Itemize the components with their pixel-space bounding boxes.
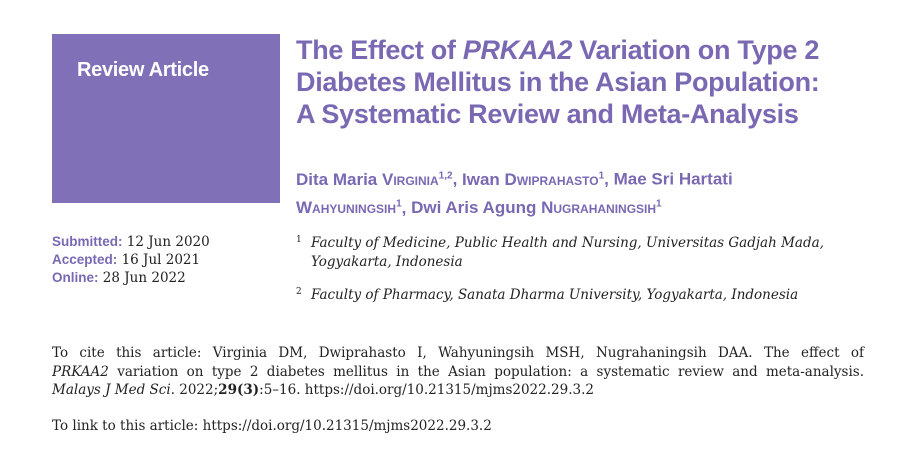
- publication-dates: Submitted: 12 Jun 2020 Accepted: 16 Jul …: [52, 233, 210, 287]
- author-wahyuningsih-first: Mae Sri Hartati: [613, 169, 733, 189]
- citation-block: To cite this article: Virginia DM, Dwipr…: [52, 344, 864, 400]
- author-row-2: Wahyuningsih1, Dwi Aris Agung Nugrahanin…: [296, 198, 662, 218]
- author-dwiprahasto: Iwan Dwiprahasto1: [462, 170, 604, 189]
- title-line-3: A Systematic Review and Meta-Analysis: [296, 99, 799, 129]
- title-line-1: The Effect of PRKAA2 Variation on Type 2: [296, 34, 896, 66]
- citation-line-3: Malays J Med Sci. 2022;29(3):5–16. https…: [52, 381, 864, 400]
- affiliation-1: 1 Faculty of Medicine, Public Health and…: [296, 234, 896, 271]
- author-last-name: Dwiprahasto: [504, 169, 599, 189]
- title-gene-name: PRKAA2: [462, 35, 573, 65]
- author-first-name: Dwi Aris Agung: [411, 198, 542, 218]
- citation-year: . 2022;: [170, 382, 219, 398]
- article-type-badge: Review Article: [52, 34, 280, 203]
- citation-title-text: variation on type 2 diabetes mellitus in…: [108, 363, 864, 380]
- article-title: The Effect of PRKAA2 Variation on Type 2…: [296, 34, 896, 130]
- submitted-label: Submitted:: [52, 234, 123, 249]
- author-virginia: Dita Maria Virginia1,2: [296, 170, 453, 189]
- submitted-date: Submitted: 12 Jun 2020: [52, 233, 210, 251]
- citation-gene-name: PRKAA2: [52, 363, 109, 380]
- author-last-name: Nugrahaningsih: [541, 198, 657, 218]
- affiliation-line: Faculty of Medicine, Public Health and N…: [311, 235, 824, 251]
- citation-line-2: PRKAA2 variation on type 2 diabetes mell…: [52, 363, 864, 382]
- badge-review-text: Review: [77, 59, 149, 81]
- affiliation-line: Yogyakarta, Indonesia: [311, 253, 463, 270]
- author-affiliation-sup: 1: [598, 170, 605, 181]
- citation-line-1: To cite this article: Virginia DM, Dwipr…: [52, 345, 864, 361]
- author-list: Dita Maria Virginia1,2, Iwan Dwiprahasto…: [296, 163, 896, 220]
- accepted-date: Accepted: 16 Jul 2021: [52, 251, 210, 269]
- affiliation-2: 2 Faculty of Pharmacy, Sanata Dharma Uni…: [296, 286, 896, 305]
- title-line-2: Diabetes Mellitus in the Asian Populatio…: [296, 67, 820, 97]
- affiliation-number: 1: [296, 235, 302, 245]
- submitted-value: 12 Jun 2020: [126, 234, 210, 250]
- accepted-value: 16 Jul 2021: [121, 252, 201, 268]
- author-first-name: Iwan: [462, 169, 505, 189]
- affiliation-line: Faculty of Pharmacy, Sanata Dharma Unive…: [311, 287, 799, 303]
- citation-volume: 29: [218, 382, 237, 398]
- title-line-1-start: The Effect of: [296, 35, 463, 65]
- author-row-1: Dita Maria Virginia1,2, Iwan Dwiprahasto…: [296, 169, 733, 189]
- author-nugrahaningsih: Dwi Aris Agung Nugrahaningsih1: [411, 198, 662, 217]
- online-label: Online:: [52, 270, 99, 285]
- author-last-name: Wahyuningsih: [296, 198, 397, 218]
- author-last-name: Virginia: [381, 169, 439, 189]
- author-wahyuningsih-last: Wahyuningsih1: [296, 198, 402, 217]
- online-date: Online: 28 Jun 2022: [52, 269, 210, 287]
- citation-doi-link[interactable]: :5–16. https://doi.org/10.21315/mjms2022…: [259, 382, 594, 398]
- citation-issue: (3): [236, 382, 260, 398]
- affiliation-number: 2: [296, 287, 302, 297]
- accepted-label: Accepted:: [52, 252, 118, 267]
- affiliations: 1 Faculty of Medicine, Public Health and…: [296, 234, 896, 305]
- title-line-1-end: Variation on Type 2: [572, 35, 820, 65]
- article-link[interactable]: To link to this article: https://doi.org…: [52, 418, 492, 434]
- online-value: 28 Jun 2022: [102, 270, 186, 286]
- author-first-name: Dita Maria: [296, 169, 382, 189]
- badge-article-text: Article: [148, 59, 209, 81]
- author-affiliation-sup: 1,2: [438, 170, 453, 181]
- author-affiliation-sup: 1: [656, 198, 662, 210]
- citation-journal: Malays J Med Sci: [52, 382, 171, 398]
- author-affiliation-sup: 1: [396, 198, 402, 210]
